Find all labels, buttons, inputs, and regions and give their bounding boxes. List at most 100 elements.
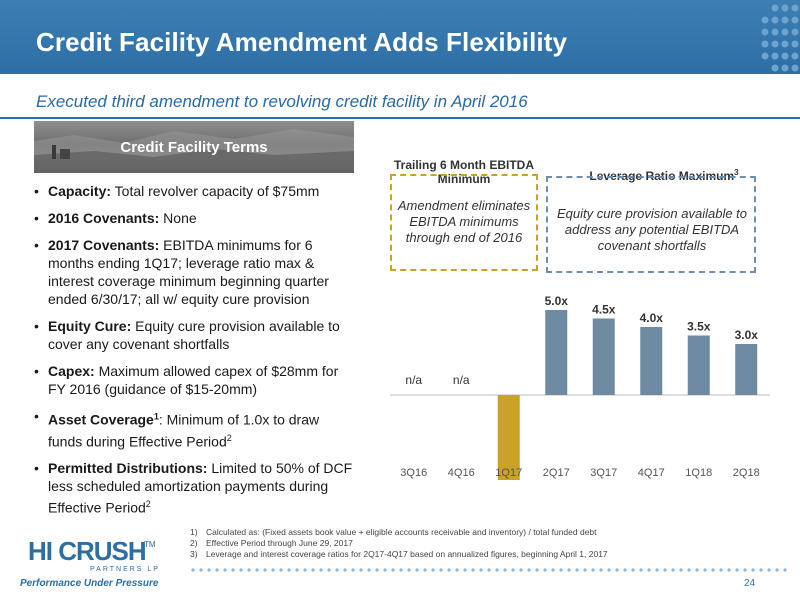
decorative-dot bbox=[735, 568, 739, 572]
decorative-dot bbox=[511, 568, 515, 572]
leverage-callout-body: Equity cure provision available to addre… bbox=[556, 206, 748, 253]
page-title: Credit Facility Amendment Adds Flexibili… bbox=[36, 27, 568, 57]
decorative-dot bbox=[215, 568, 219, 572]
decorative-dot bbox=[407, 568, 411, 572]
list-item: Capacity: Total revolver capacity of $75… bbox=[34, 182, 354, 200]
decorative-dot bbox=[263, 568, 267, 572]
decorative-dot bbox=[775, 568, 779, 572]
decorative-dot bbox=[415, 568, 419, 572]
decorative-dot bbox=[439, 568, 443, 572]
subtitle: Executed third amendment to revolving cr… bbox=[36, 92, 528, 111]
decorative-dot bbox=[767, 568, 771, 572]
decorative-dot bbox=[479, 568, 483, 572]
decorative-dot bbox=[199, 568, 203, 572]
decorative-dot bbox=[247, 568, 251, 572]
leverage-callout: Equity cure provision available to addre… bbox=[546, 176, 756, 273]
landscape-photo bbox=[34, 129, 354, 173]
chart-data-label: 5.0x bbox=[545, 294, 569, 308]
list-item: Equity Cure: Equity cure provision avail… bbox=[34, 317, 354, 353]
decorative-dot bbox=[455, 568, 459, 572]
decorative-dot bbox=[487, 568, 491, 572]
decorative-dot bbox=[551, 568, 555, 572]
decorative-dot bbox=[703, 568, 707, 572]
decorative-dot bbox=[519, 568, 523, 572]
decorative-dot bbox=[647, 568, 651, 572]
decorative-dot bbox=[375, 568, 379, 572]
decorative-dot bbox=[279, 568, 283, 572]
list-item: 2017 Covenants: EBITDA minimums for 6 mo… bbox=[34, 236, 354, 308]
decorative-dot bbox=[527, 568, 531, 572]
chart-data-label: 3.5x bbox=[687, 320, 711, 334]
logo-partners: PARTNERS LP bbox=[90, 566, 160, 573]
terms-list: Capacity: Total revolver capacity of $75… bbox=[34, 182, 354, 526]
page-number: 24 bbox=[744, 578, 756, 589]
decorative-dot bbox=[567, 568, 571, 572]
ebitda-callout-body: Amendment eliminates EBITDA minimums thr… bbox=[397, 198, 531, 245]
decorative-dot bbox=[751, 568, 755, 572]
decorative-dots bbox=[761, 4, 799, 72]
decorative-dot bbox=[543, 568, 547, 572]
chart-x-tick-label: 1Q17 bbox=[495, 467, 522, 479]
chart-bar bbox=[497, 395, 520, 480]
decorative-dot bbox=[583, 568, 587, 572]
company-logo: HI CRUSH TM PARTNERS LP Performance Unde… bbox=[20, 536, 170, 596]
footnote: 1) Calculated as: (Fixed assets book valu… bbox=[190, 527, 597, 537]
footnotes: 1) Calculated as: (Fixed assets book valu… bbox=[190, 527, 790, 560]
decorative-dot bbox=[319, 568, 323, 572]
decorative-dot bbox=[423, 568, 427, 572]
chart-x-tick-label: 4Q16 bbox=[448, 467, 475, 479]
decorative-dot bbox=[623, 568, 627, 572]
decorative-dot-line bbox=[191, 568, 787, 572]
decorative-dot bbox=[335, 568, 339, 572]
chart-x-tick-label: 4Q17 bbox=[638, 467, 665, 479]
decorative-dot bbox=[303, 568, 307, 572]
footnote: 3) Leverage and interest coverage ratios … bbox=[190, 549, 608, 559]
decorative-dot bbox=[679, 568, 683, 572]
chart-bar bbox=[735, 344, 758, 395]
chart-bar bbox=[545, 310, 568, 395]
decorative-dot bbox=[671, 568, 675, 572]
decorative-dot bbox=[351, 568, 355, 572]
decorative-dot bbox=[231, 568, 235, 572]
ebitda-callout: Amendment eliminates EBITDA minimums thr… bbox=[390, 174, 538, 271]
chart-data-label: n/a bbox=[453, 373, 470, 387]
decorative-dot bbox=[471, 568, 475, 572]
chart-x-tick-label: 2Q18 bbox=[733, 467, 760, 479]
decorative-dot bbox=[399, 568, 403, 572]
chart-data-label: 3.0x bbox=[735, 328, 759, 342]
list-item: 2016 Covenants: None bbox=[34, 209, 354, 227]
list-item: Permitted Distributions: Limited to 50% … bbox=[34, 459, 354, 517]
decorative-dot bbox=[727, 568, 731, 572]
decorative-dot bbox=[615, 568, 619, 572]
chart-data-label: 4.0x bbox=[640, 311, 664, 325]
list-item: Asset Coverage1: Minimum of 1.0x to draw… bbox=[34, 407, 354, 450]
chart-bar bbox=[640, 327, 663, 395]
chart-data-label: n/a bbox=[405, 373, 422, 387]
decorative-dot bbox=[655, 568, 659, 572]
decorative-dot bbox=[639, 568, 643, 572]
decorative-dot bbox=[719, 568, 723, 572]
decorative-dot bbox=[447, 568, 451, 572]
decorative-dot bbox=[607, 568, 611, 572]
decorative-dot bbox=[783, 568, 787, 572]
decorative-dot bbox=[287, 568, 291, 572]
logo-tagline: Performance Under Pressure bbox=[20, 578, 159, 589]
divider bbox=[0, 117, 800, 119]
decorative-dot bbox=[559, 568, 563, 572]
terms-banner-title: Credit Facility Terms bbox=[120, 139, 268, 156]
decorative-dot bbox=[599, 568, 603, 572]
chart-bar bbox=[592, 318, 615, 395]
logo-wordmark: HI CRUSH bbox=[28, 536, 147, 566]
decorative-dot bbox=[759, 568, 763, 572]
decorative-dot bbox=[239, 568, 243, 572]
decorative-dot bbox=[223, 568, 227, 572]
decorative-dot bbox=[503, 568, 507, 572]
chart-data-label: 4.5x bbox=[592, 303, 616, 317]
decorative-dot bbox=[367, 568, 371, 572]
header-bar: Credit Facility Amendment Adds Flexibili… bbox=[0, 0, 800, 74]
decorative-dot bbox=[743, 568, 747, 572]
decorative-dot bbox=[631, 568, 635, 572]
decorative-dot bbox=[575, 568, 579, 572]
decorative-dot bbox=[207, 568, 211, 572]
chart-x-tick-label: 1Q18 bbox=[685, 467, 712, 479]
